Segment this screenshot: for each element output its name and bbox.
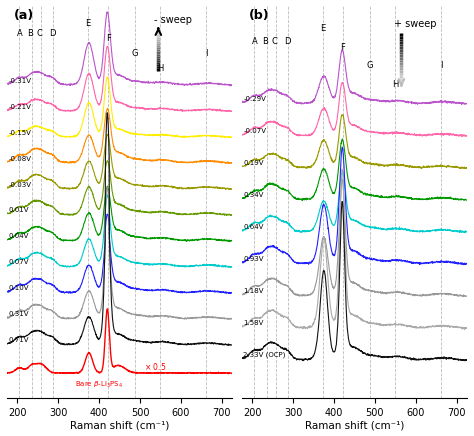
Text: 2.33V (OCP): 2.33V (OCP) bbox=[243, 352, 286, 358]
Text: -0.08V: -0.08V bbox=[9, 156, 31, 161]
Text: F: F bbox=[106, 34, 110, 43]
Text: -0.03V: -0.03V bbox=[9, 181, 31, 187]
Text: -0.07V: -0.07V bbox=[243, 128, 266, 134]
Text: 1.18V: 1.18V bbox=[243, 288, 264, 294]
Text: - sweep: - sweep bbox=[154, 15, 191, 25]
Text: A: A bbox=[252, 37, 257, 46]
Text: D: D bbox=[284, 37, 290, 46]
Text: C: C bbox=[272, 37, 278, 46]
Text: (b): (b) bbox=[249, 10, 270, 23]
Text: 0.71V: 0.71V bbox=[9, 337, 29, 344]
Text: -0.15V: -0.15V bbox=[9, 129, 31, 136]
Text: 0.10V: 0.10V bbox=[9, 286, 29, 292]
Text: C: C bbox=[37, 29, 43, 38]
Text: E: E bbox=[85, 19, 91, 28]
Text: 1.58V: 1.58V bbox=[243, 320, 264, 327]
X-axis label: Raman shift (cm⁻¹): Raman shift (cm⁻¹) bbox=[305, 420, 404, 430]
Text: B: B bbox=[263, 37, 268, 46]
Text: I: I bbox=[440, 61, 442, 70]
Text: H: H bbox=[157, 64, 164, 73]
Text: 0.64V: 0.64V bbox=[243, 224, 264, 230]
Text: 0.01V: 0.01V bbox=[9, 208, 29, 214]
Text: D: D bbox=[49, 29, 55, 38]
Text: H: H bbox=[392, 80, 399, 89]
Text: Bare $\beta$-Li$_3$PS$_4$: Bare $\beta$-Li$_3$PS$_4$ bbox=[74, 380, 123, 390]
X-axis label: Raman shift (cm⁻¹): Raman shift (cm⁻¹) bbox=[70, 420, 169, 430]
Text: A: A bbox=[17, 29, 22, 38]
Text: G: G bbox=[367, 61, 373, 70]
Text: 0.93V: 0.93V bbox=[243, 256, 264, 262]
Text: B: B bbox=[27, 29, 34, 38]
Text: -0.21V: -0.21V bbox=[9, 103, 31, 109]
Text: -0.31V: -0.31V bbox=[9, 78, 31, 84]
Text: 0.31V: 0.31V bbox=[9, 311, 29, 317]
Text: 0.07V: 0.07V bbox=[9, 259, 29, 266]
Text: 0.34V: 0.34V bbox=[243, 192, 264, 198]
Text: G: G bbox=[132, 49, 138, 58]
Text: F: F bbox=[341, 43, 346, 52]
Text: -0.29V: -0.29V bbox=[243, 96, 266, 102]
Text: (a): (a) bbox=[14, 10, 34, 23]
Text: $\times$ 0.5: $\times$ 0.5 bbox=[144, 361, 166, 372]
Text: I: I bbox=[205, 49, 208, 58]
Text: + sweep: + sweep bbox=[394, 19, 437, 29]
Text: 0.04V: 0.04V bbox=[9, 234, 29, 239]
Text: 0.19V: 0.19V bbox=[243, 160, 264, 166]
Text: E: E bbox=[320, 24, 326, 33]
